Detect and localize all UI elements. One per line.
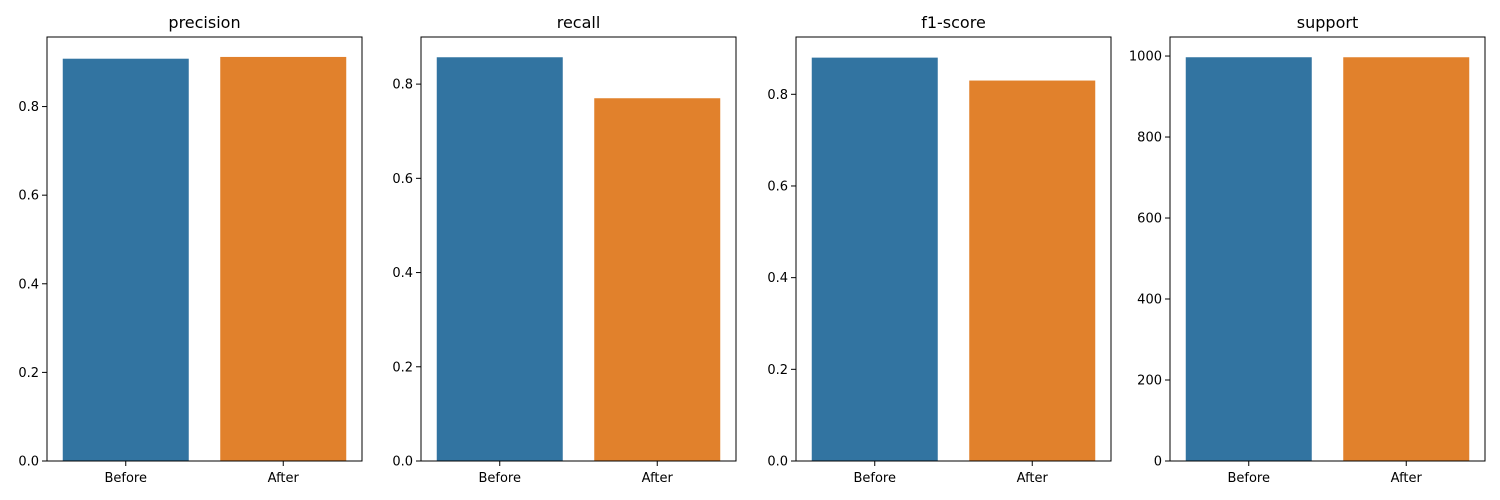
bar-before (62, 58, 189, 462)
y-tick-label: 0.2 (18, 366, 39, 381)
plot-frame (46, 36, 363, 462)
y-tick-label: 0.4 (767, 271, 788, 286)
y-tick-label: 0.8 (392, 78, 413, 93)
y-tick-label: 400 (1137, 293, 1162, 308)
y-tick-label: 0.4 (392, 266, 413, 281)
panel-title: recall (557, 13, 601, 32)
x-tick-label: Before (478, 471, 521, 486)
y-tick-label: 0.6 (18, 189, 39, 204)
bar-after (1343, 57, 1470, 462)
panel-f1-score: 0.0 0.2 0.4 0.6 0.8 Before After f1-score (767, 13, 1112, 486)
y-tick-label: 0.2 (767, 363, 788, 378)
bar-before (811, 57, 938, 462)
panel-precision: 0.0 0.2 0.4 0.6 0.8 Before After precision (18, 13, 363, 486)
panel-title: f1-score (921, 13, 986, 32)
y-tick-label: 0.2 (392, 360, 413, 375)
x-tick-label: After (268, 471, 300, 486)
y-tick-label: 0.0 (392, 455, 413, 470)
y-tick-label: 0.8 (18, 100, 39, 115)
y-tick-label: 0.6 (767, 179, 788, 194)
panel-title: support (1297, 13, 1358, 32)
bar-after (969, 80, 1096, 461)
x-tick-label: Before (1227, 471, 1270, 486)
panel-title: precision (168, 13, 240, 32)
y-tick-label: 0.0 (18, 455, 39, 470)
bar-after (220, 56, 347, 461)
plot-frame (1169, 36, 1486, 462)
x-tick-label: Before (104, 471, 147, 486)
y-tick-label: 0.8 (767, 88, 788, 103)
plot-frame (420, 36, 737, 462)
bar-before (436, 57, 563, 461)
bar-after (594, 98, 721, 461)
x-tick-label: After (1391, 471, 1423, 486)
panel-recall: 0.0 0.2 0.4 0.6 0.8 Before After recall (392, 13, 737, 486)
x-tick-label: After (642, 471, 674, 486)
panel-support: 0 200 400 600 800 1000 Before After support (1129, 13, 1486, 486)
y-tick-label: 0.6 (392, 172, 413, 187)
x-tick-label: After (1017, 471, 1049, 486)
y-tick-label: 800 (1137, 131, 1162, 146)
plot-frame (795, 36, 1112, 462)
y-tick-label: 1000 (1129, 50, 1162, 65)
y-tick-label: 0.4 (18, 277, 39, 292)
y-tick-label: 0.0 (767, 455, 788, 470)
y-tick-label: 0 (1154, 455, 1162, 470)
x-tick-label: Before (853, 471, 896, 486)
bar-before (1185, 57, 1312, 462)
y-tick-label: 200 (1137, 374, 1162, 389)
y-tick-label: 600 (1137, 212, 1162, 227)
